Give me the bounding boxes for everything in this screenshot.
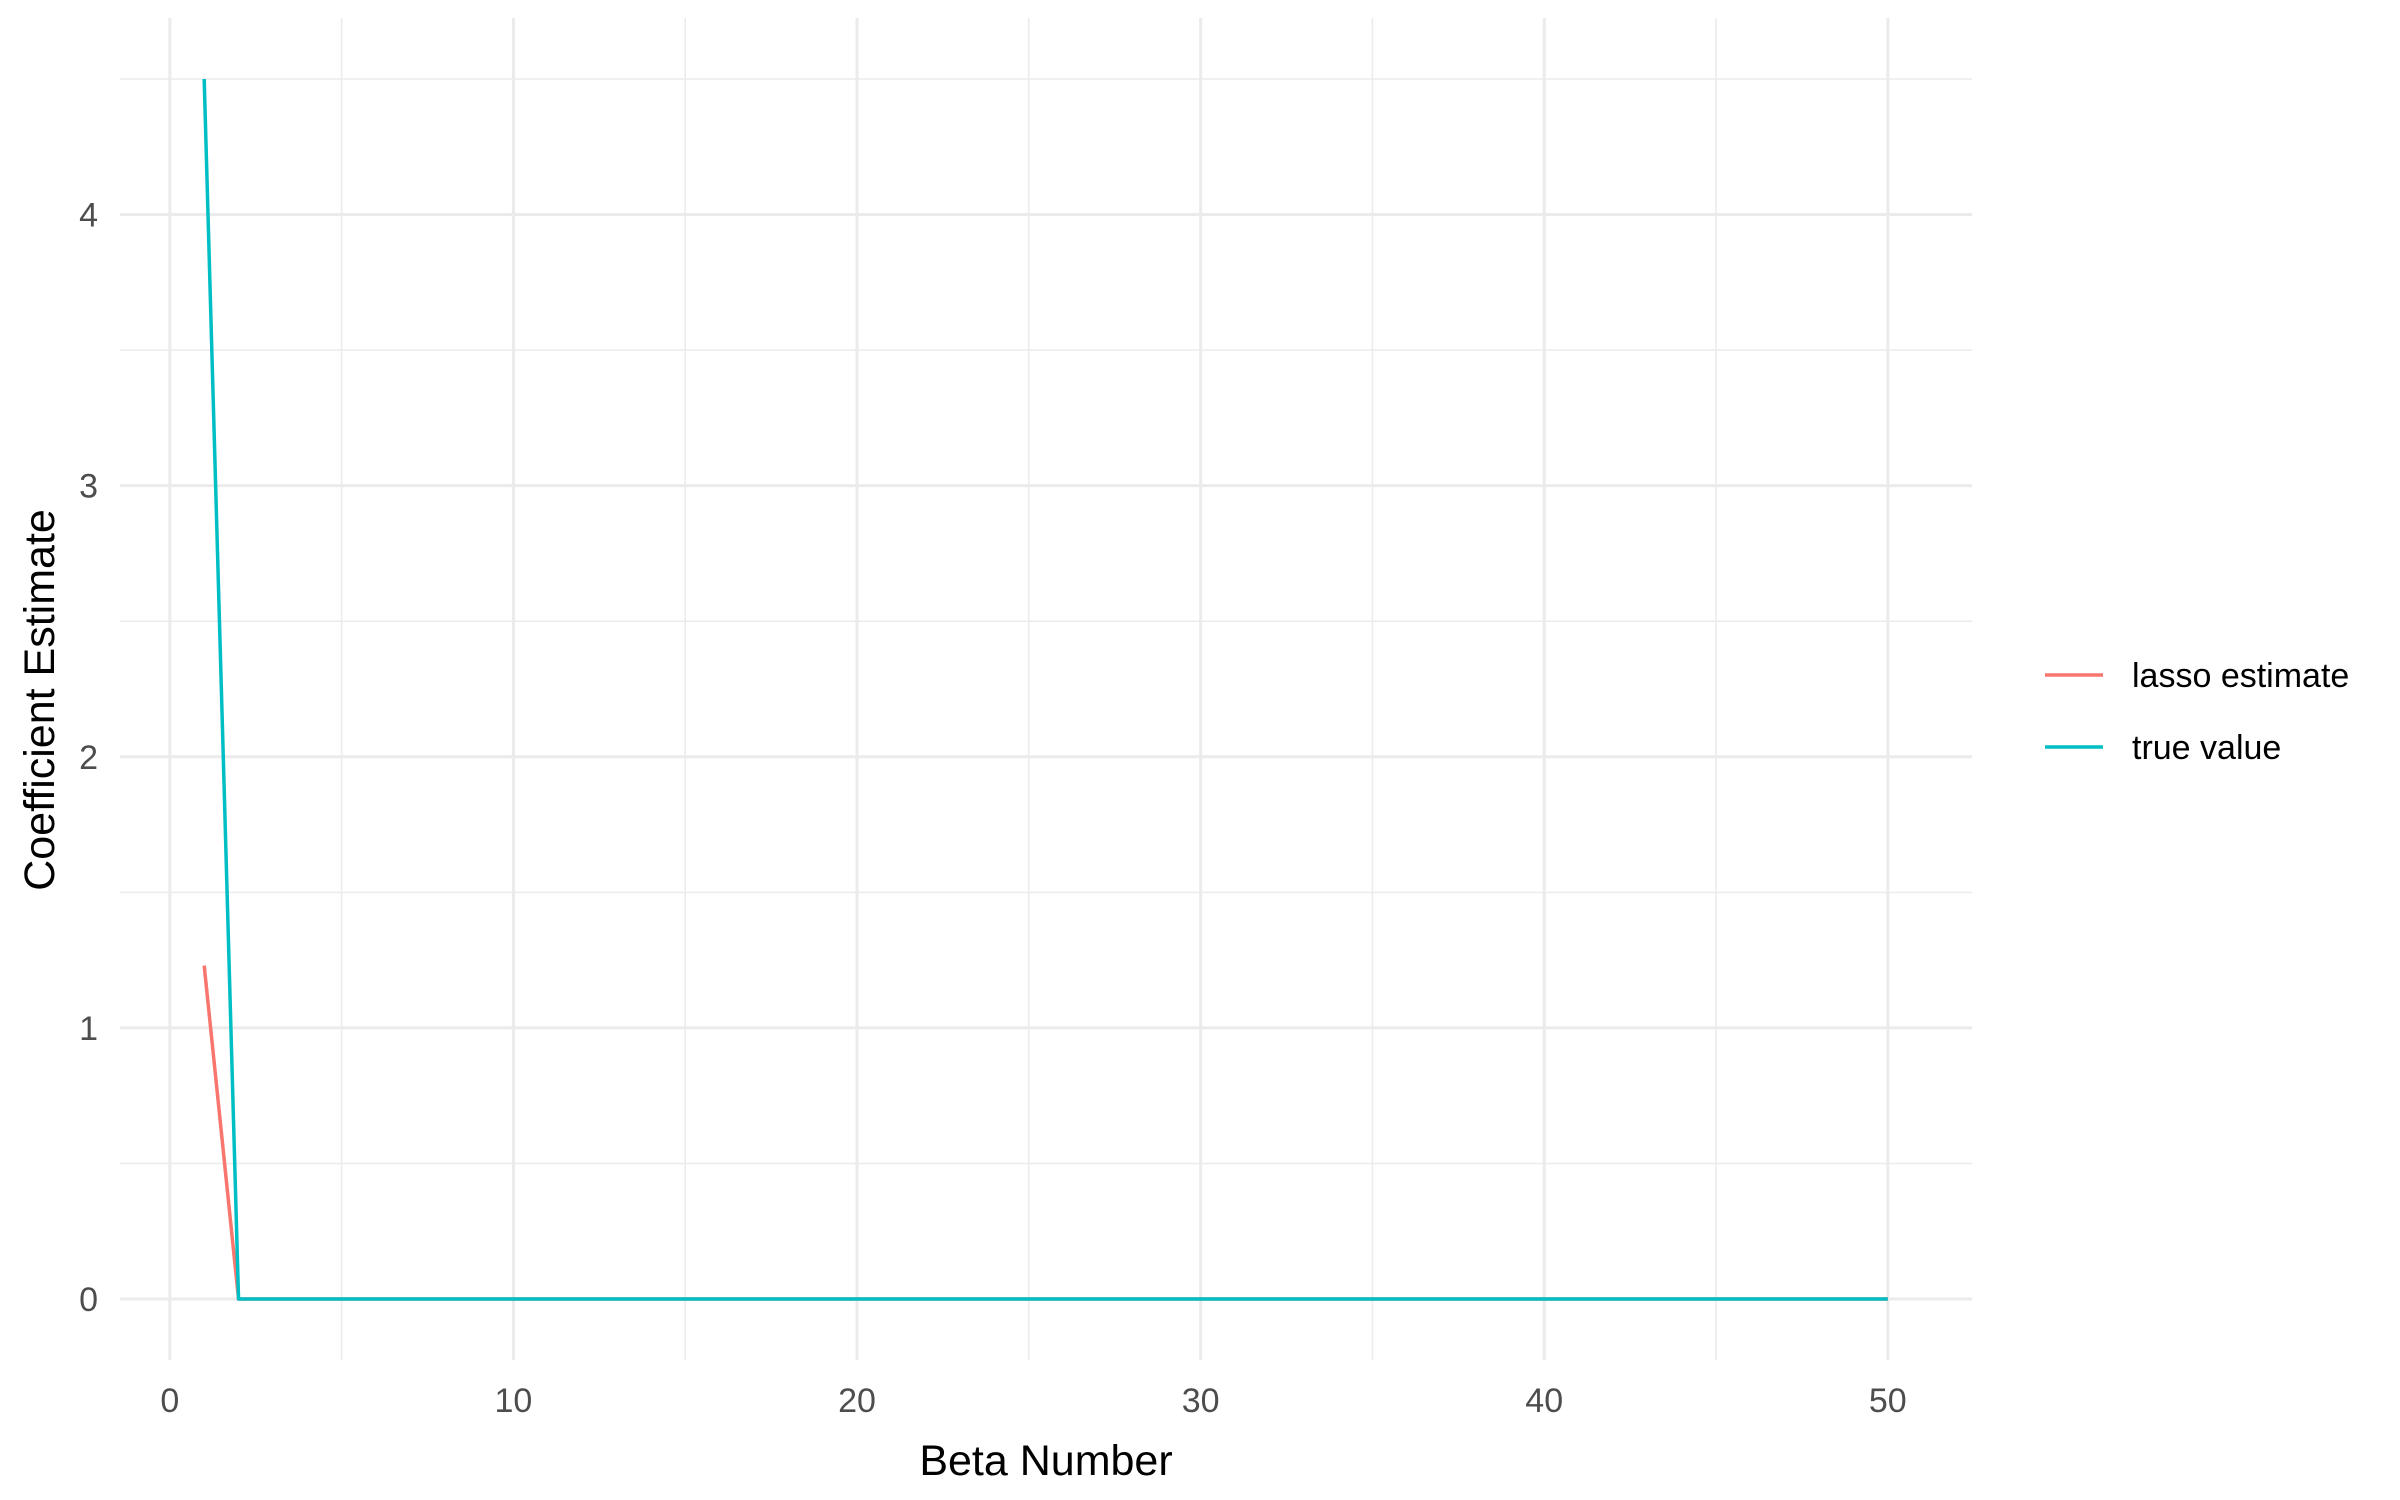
y-axis-title: Coefficient Estimate <box>16 509 64 891</box>
x-tick-label: 30 <box>1182 1382 1220 1420</box>
y-tick-label: 0 <box>79 1281 98 1319</box>
major-gridlines <box>120 18 1972 1360</box>
x-axis-tick-labels: 0 10 20 30 40 50 <box>160 1382 1906 1420</box>
x-tick-label: 10 <box>495 1382 533 1420</box>
x-axis-title: Beta Number <box>919 1437 1172 1485</box>
series-lines <box>202 78 1888 1301</box>
y-tick-label: 3 <box>79 468 98 506</box>
minor-gridlines <box>120 18 1972 1360</box>
series-line-true-value <box>202 78 1888 1301</box>
y-tick-label: 4 <box>79 197 98 235</box>
x-tick-label: 0 <box>160 1382 179 1420</box>
y-tick-label: 1 <box>79 1010 98 1048</box>
y-axis-tick-labels: 0 1 2 3 4 <box>79 197 98 1319</box>
legend-label: lasso estimate <box>2132 657 2349 695</box>
x-tick-label: 40 <box>1525 1382 1563 1420</box>
y-tick-label: 2 <box>79 739 98 777</box>
legend-label: true value <box>2132 729 2281 767</box>
x-tick-label: 20 <box>838 1382 876 1420</box>
legend: lasso estimate true value <box>2045 657 2349 767</box>
x-tick-label: 50 <box>1869 1382 1907 1420</box>
